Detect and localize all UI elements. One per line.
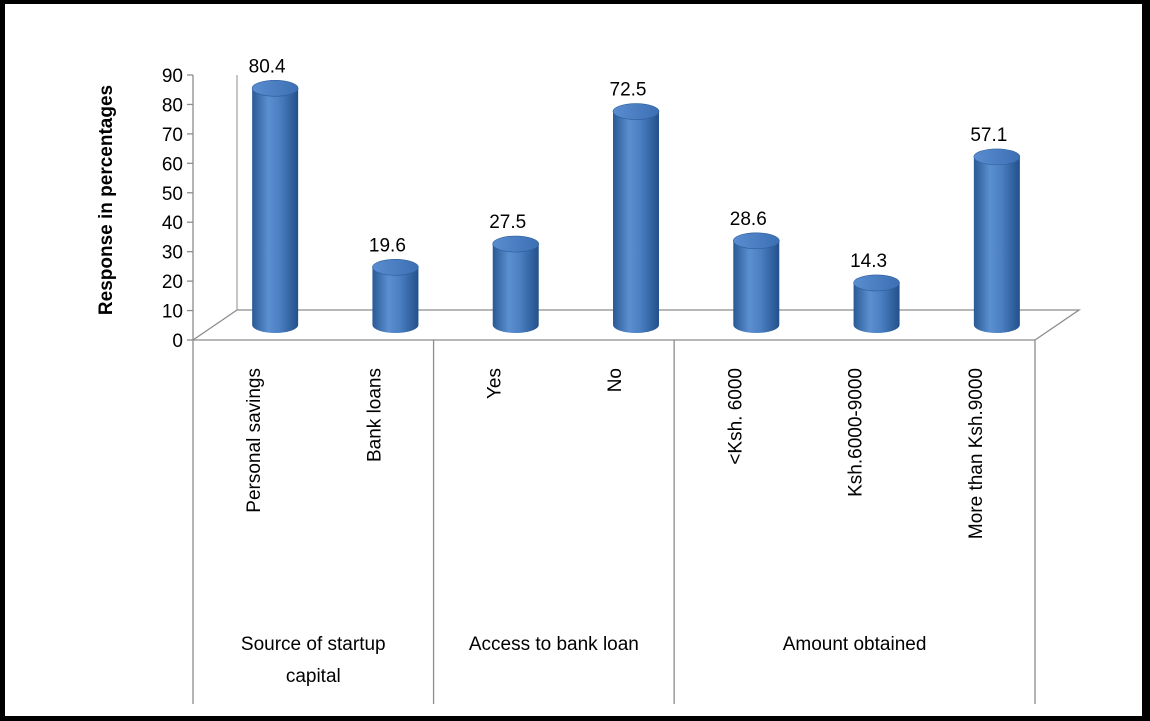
bar-body [492,244,539,333]
y-tick-label: 40 [162,213,183,234]
bar-top [612,103,660,120]
y-tick-label: 10 [162,302,183,323]
bar [612,103,660,334]
y-tick-label: 20 [162,272,183,293]
x-tick-label: Bank loans [364,368,385,462]
bar [973,148,1021,333]
chart-floor [190,309,1082,341]
bar-top [492,235,540,253]
data-label: 80.4 [249,56,286,77]
bar-top [732,232,780,250]
y-tick-label: 30 [162,243,183,264]
bar [853,274,900,333]
data-label: 19.6 [369,235,406,256]
y-tick-label: 60 [162,154,183,175]
bar-top [372,258,419,276]
y-tick-label: 0 [172,331,183,352]
y-tick-label: 50 [162,184,183,205]
bar-body [733,240,780,333]
bar [732,232,780,333]
x-tick-label: Yes [485,368,506,399]
x-tick-label: Personal savings [244,368,265,513]
bar [372,258,419,333]
data-label: 57.1 [970,125,1007,146]
group-label: Access to bank loan [469,634,639,655]
data-label: 14.3 [850,251,887,272]
y-tick-label: 80 [162,95,183,116]
bar-top [973,148,1021,166]
x-tick-label: <Ksh. 6000 [725,368,746,465]
bar-top [853,274,900,292]
y-axis-label: Response in percentages [96,85,117,315]
bar [492,235,540,333]
bar-body [973,156,1020,333]
bar-top [251,79,299,97]
bar [251,79,299,334]
y-tick-label: 90 [162,66,183,87]
bar-body [252,88,299,334]
group-label: Amount obtained [783,634,927,655]
group-label: Source of startup [241,634,386,655]
chart-frame-bottom [0,716,1150,721]
data-label: 27.5 [489,212,526,233]
bar-body [613,111,659,334]
x-tick-label: Ksh.6000-9000 [846,368,867,497]
bar-body [372,267,419,333]
x-tick-label: More than Ksh.9000 [966,368,987,539]
x-tick-label: No [605,368,626,392]
y-tick-label: 70 [162,125,183,146]
group-label: capital [286,666,341,687]
bar-body [853,282,900,333]
data-label: 28.6 [730,209,767,230]
data-label: 72.5 [610,80,647,101]
